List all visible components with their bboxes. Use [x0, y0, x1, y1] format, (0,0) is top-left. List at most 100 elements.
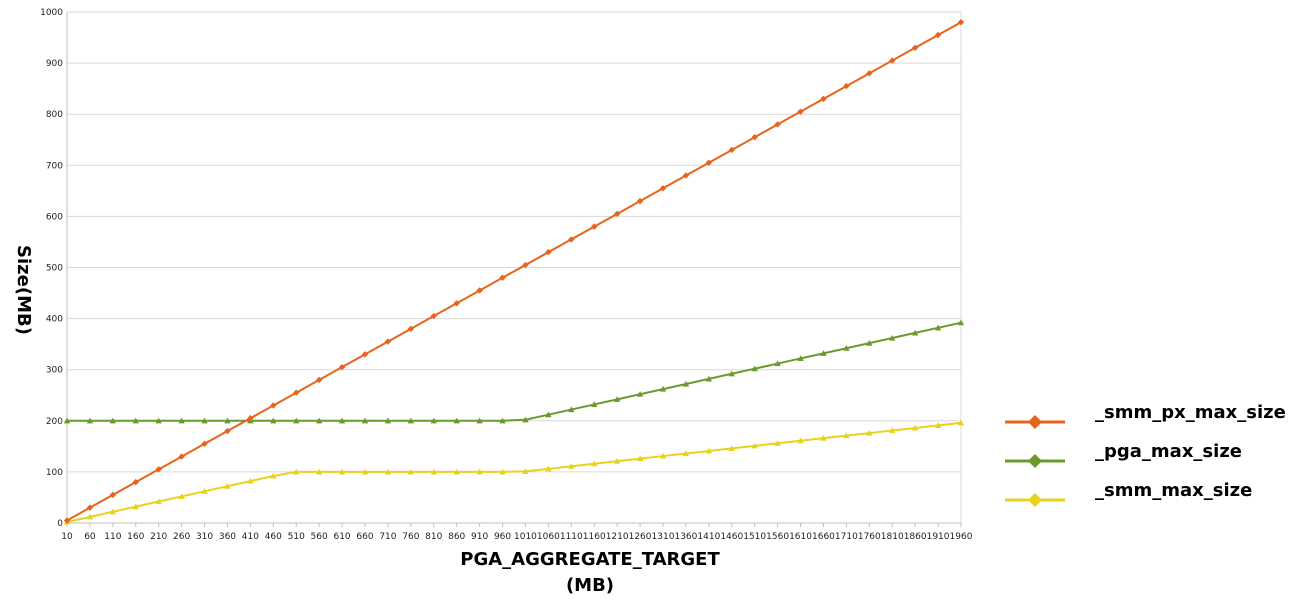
data-point: [934, 422, 942, 428]
data-point: [63, 417, 71, 424]
x-tick-label: 1510: [743, 532, 766, 542]
data-point: [522, 468, 529, 474]
axes: [66, 12, 962, 527]
series-smm-px-max-size: [63, 19, 965, 524]
data-point: [315, 468, 323, 475]
data-point: [636, 391, 644, 397]
data-point: [522, 416, 529, 423]
data-point: [591, 223, 598, 230]
x-tick-label: 560: [311, 532, 328, 542]
data-point: [109, 417, 117, 424]
y-axis-title: Size(MB): [13, 245, 34, 335]
series-line: [67, 321, 962, 422]
x-axis-title-unit: (MB): [566, 575, 614, 596]
x-tick-label: 60: [84, 532, 96, 542]
data-point: [545, 411, 552, 418]
data-point: [109, 508, 117, 515]
data-point: [957, 19, 965, 26]
legend-label: _smm_max_size: [1095, 480, 1252, 501]
data-point: [178, 453, 185, 460]
y-tick-label: 1000: [40, 8, 63, 18]
y-tick-label: 600: [46, 212, 63, 222]
data-point: [613, 457, 621, 464]
x-tick-label: 510: [288, 532, 305, 542]
legend-label: _pga_max_size: [1095, 441, 1242, 462]
data-point: [453, 417, 460, 424]
x-tick-label: 1110: [560, 532, 583, 542]
legend-swatch-marker: [1028, 415, 1042, 429]
series: [63, 19, 965, 525]
data-point: [407, 417, 415, 424]
data-point: [866, 70, 873, 77]
data-point: [659, 185, 667, 192]
data-point: [911, 44, 919, 51]
legend-item: _pga_max_size: [1005, 441, 1242, 468]
x-tick-label: 960: [494, 532, 511, 542]
data-point: [361, 417, 369, 424]
data-point: [843, 345, 850, 351]
data-point: [132, 478, 139, 486]
data-point: [751, 442, 758, 449]
data-point: [889, 334, 896, 341]
data-point: [201, 417, 208, 424]
data-point: [224, 427, 231, 435]
data-point: [957, 319, 965, 326]
x-tick-label: 360: [219, 532, 236, 542]
data-point: [774, 440, 781, 446]
x-tick-label: 810: [425, 532, 442, 542]
x-axis-title: PGA_AGGREGATE_TARGET: [460, 549, 720, 570]
data-point: [407, 325, 415, 333]
x-tick-label: 1910: [927, 532, 950, 542]
data-point: [820, 434, 827, 441]
data-point: [361, 351, 369, 358]
data-point: [545, 465, 552, 472]
data-point: [384, 417, 392, 424]
data-point: [934, 324, 942, 331]
x-tick-label: 1810: [881, 532, 904, 542]
data-point: [132, 417, 139, 424]
data-point: [86, 504, 94, 511]
data-point: [751, 365, 758, 372]
data-point: [315, 376, 323, 384]
x-tick-label: 1310: [652, 532, 675, 542]
data-point: [705, 375, 713, 382]
x-tick-labels: 10 60 110 160 210 260 310 360 410 460 510 560 610 660…: [61, 532, 972, 542]
data-point: [453, 300, 460, 307]
x-tick-label: 1210: [606, 532, 629, 542]
data-point: [270, 417, 277, 424]
data-point: [430, 312, 437, 320]
y-tick-label: 900: [46, 59, 63, 69]
legend-item: _smm_px_max_size: [1005, 402, 1286, 429]
data-point: [889, 427, 896, 434]
series-line: [66, 421, 962, 523]
x-tick-label: 910: [471, 532, 488, 542]
y-tick-label: 500: [46, 264, 63, 274]
y-tick-label: 0: [57, 519, 63, 529]
data-point: [476, 287, 483, 294]
y-tick-label: 400: [46, 315, 63, 325]
x-tick-label: 110: [104, 532, 121, 542]
series-line: [66, 21, 962, 522]
data-point: [797, 437, 804, 444]
x-tick-label: 860: [448, 532, 465, 542]
x-tick-label: 1610: [789, 532, 812, 542]
data-point: [568, 406, 575, 413]
data-point: [728, 370, 735, 377]
data-point: [86, 513, 94, 520]
data-point: [270, 402, 277, 409]
data-point: [866, 429, 873, 436]
x-tick-label: 260: [173, 532, 190, 542]
data-point: [178, 493, 185, 499]
x-tick-label: 1260: [629, 532, 652, 542]
data-point: [613, 210, 621, 218]
data-point: [522, 261, 529, 269]
x-tick-label: 210: [150, 532, 167, 542]
x-tick-label: 310: [196, 532, 213, 542]
x-tick-label: 1160: [583, 532, 606, 542]
data-point: [751, 133, 758, 141]
data-point: [247, 415, 254, 422]
data-point: [178, 417, 185, 424]
y-tick-label: 100: [46, 468, 63, 478]
